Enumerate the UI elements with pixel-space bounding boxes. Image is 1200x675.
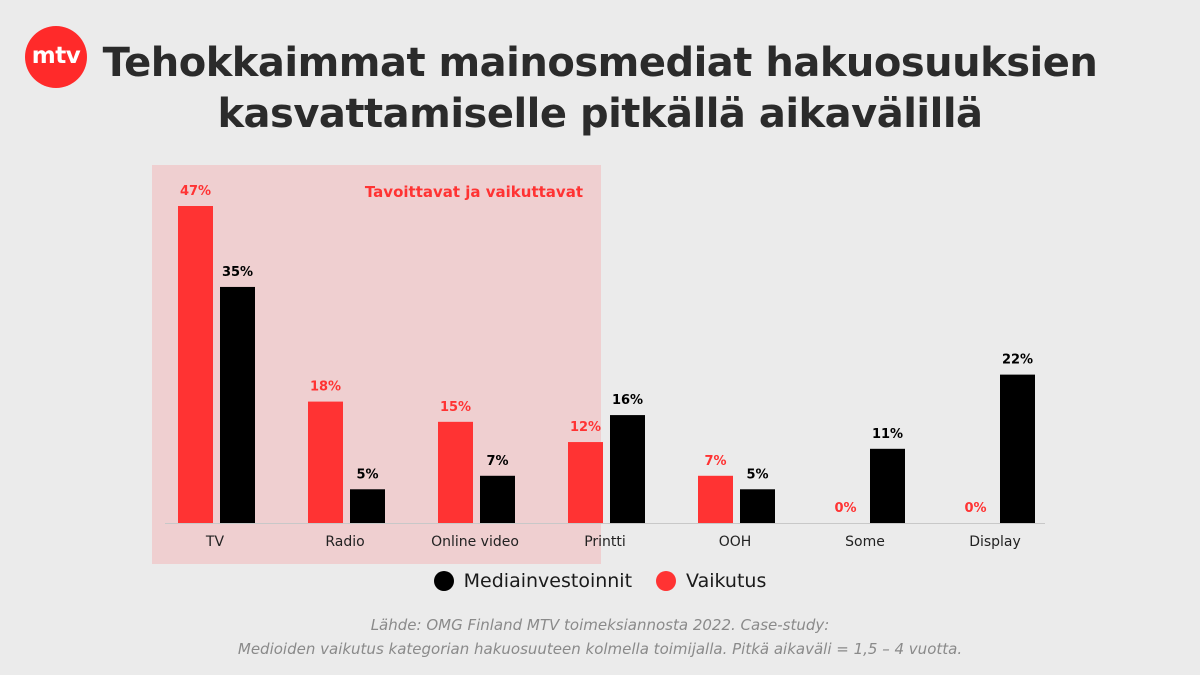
data-label-mediainvestoinnit-display: 22% [1002,353,1033,368]
legend-dot-black [433,571,454,591]
title-line-2: kasvattamiselle pitkällä aikavälillä [217,91,983,137]
legend: Mediainvestoinnit Vaikutus [0,570,1200,592]
source-note: Lähde: OMG Finland MTV toimeksiannosta 2… [0,613,1200,661]
tick-label-some: Some [845,534,885,550]
bar-mediainvestoinnit-display [1000,374,1035,523]
bar-mediainvestoinnit-radio [350,489,385,523]
legend-label-vaikutus: Vaikutus [686,570,767,592]
tick-label-display: Display [969,534,1021,550]
source-line-1: Lähde: OMG Finland MTV toimeksiannosta 2… [370,616,830,634]
bar-vaikutus-ooh [698,475,733,523]
highlight-label: Tavoittavat ja vaikuttavat [365,183,583,201]
data-label-vaikutus-online-video: 15% [440,400,471,415]
bar-mediainvestoinnit-tv [220,286,255,523]
bar-vaikutus-tv [178,206,213,523]
legend-dot-red [656,571,677,591]
tick-label-ooh: OOH [719,534,752,550]
bar-vaikutus-printti [568,442,603,523]
legend-item-mediainvestoinnit: Mediainvestoinnit [433,570,633,592]
data-label-mediainvestoinnit-radio: 5% [356,467,378,482]
data-label-vaikutus-some: 0% [834,501,856,516]
data-label-mediainvestoinnit-ooh: 5% [746,467,768,482]
data-label-vaikutus-printti: 12% [570,420,601,435]
page-title: Tehokkaimmat mainosmediat hakuosuuksien … [0,38,1200,140]
tick-label-printti: Printti [584,534,626,550]
data-label-vaikutus-tv: 47% [180,184,211,199]
bar-mediainvestoinnit-some [870,448,905,523]
legend-item-vaikutus: Vaikutus [656,570,766,592]
tick-label-radio: Radio [325,534,364,550]
data-label-vaikutus-radio: 18% [310,380,341,395]
data-label-mediainvestoinnit-online-video: 7% [486,454,508,469]
title-line-1: Tehokkaimmat mainosmediat hakuosuuksien [102,40,1098,86]
bar-mediainvestoinnit-ooh [740,489,775,523]
mtv-logo: mtv [25,26,87,88]
bar-vaikutus-online-video [438,421,473,523]
bar-vaikutus-radio [308,401,343,523]
tick-label-online-video: Online video [431,534,519,550]
data-label-mediainvestoinnit-tv: 35% [222,265,253,280]
data-label-vaikutus-ooh: 7% [704,454,726,469]
source-line-2: Medioiden vaikutus kategorian hakuosuute… [237,640,963,658]
bar-mediainvestoinnit-online-video [480,475,515,523]
bar-mediainvestoinnit-printti [610,415,645,523]
data-label-mediainvestoinnit-some: 11% [872,427,903,442]
legend-label-mediainvestoinnit: Mediainvestoinnit [463,570,633,592]
data-label-vaikutus-display: 0% [964,501,986,516]
data-label-mediainvestoinnit-printti: 16% [612,393,643,408]
tick-label-tv: TV [205,534,225,550]
logo-text: mtv [31,42,81,69]
